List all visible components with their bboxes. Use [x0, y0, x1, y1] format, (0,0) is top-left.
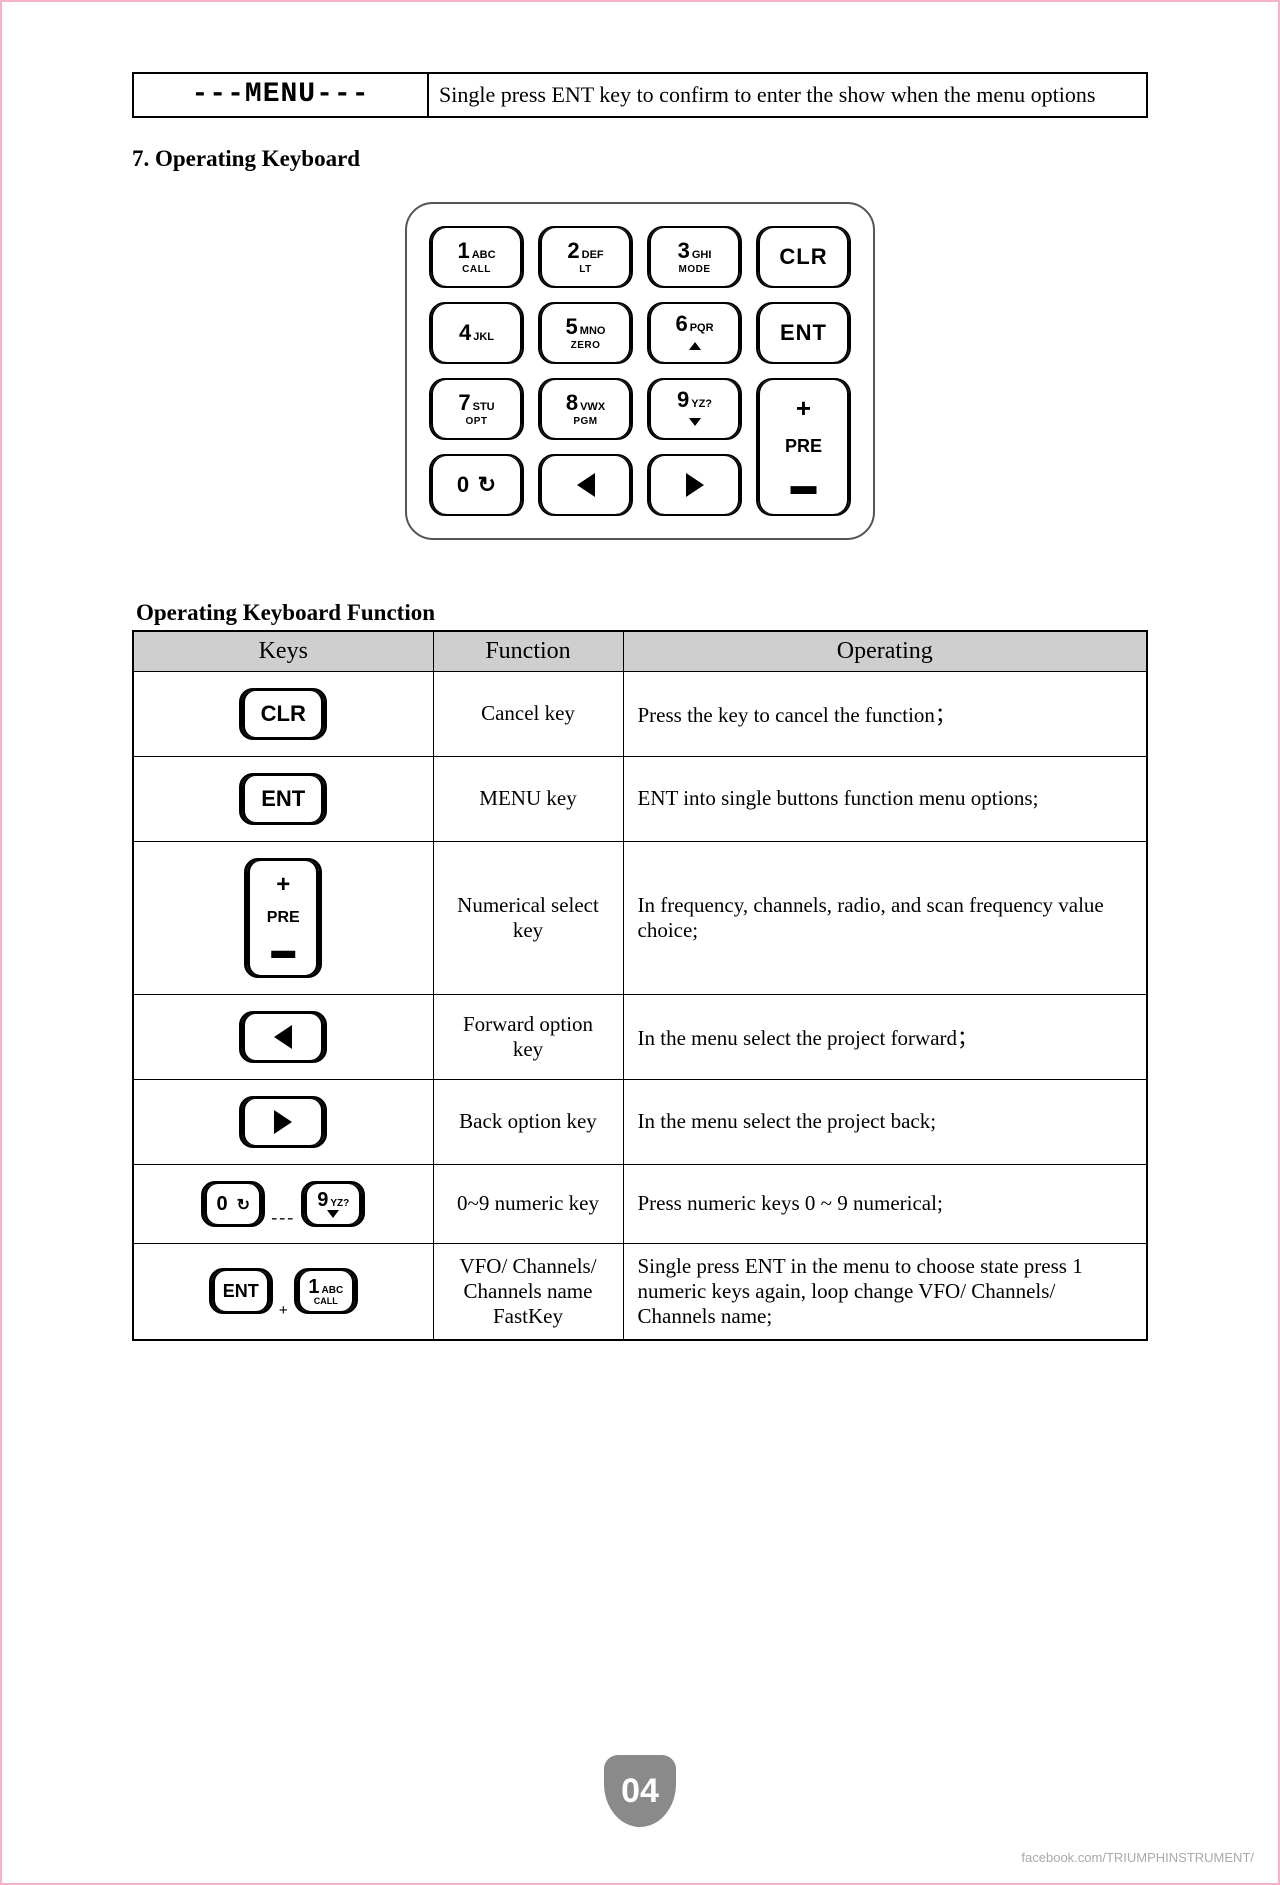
ent-key-icon: ENT: [209, 1268, 273, 1314]
page-number-badge: 04: [604, 1755, 676, 1827]
col-operating: Operating: [623, 631, 1147, 672]
arrow-right-icon: [686, 473, 704, 497]
subheading: Operating Keyboard Function: [136, 600, 1148, 626]
table-row: Back option key In the menu select the p…: [133, 1079, 1147, 1164]
fn-text: Back option key: [433, 1079, 623, 1164]
table-row: CLR Cancel key Press the key to cancel t…: [133, 671, 1147, 756]
table-row: ENT MENU key ENT into single buttons fun…: [133, 756, 1147, 841]
op-text: In the menu select the project back;: [623, 1079, 1147, 1164]
key-2: 2DEF LT: [538, 226, 633, 288]
left-key-icon: [239, 1011, 327, 1063]
key-ent: ENT: [756, 302, 851, 364]
clr-key-icon: CLR: [239, 688, 327, 740]
zero-key-icon: 0 ↻: [201, 1181, 265, 1227]
key-6: 6PQR: [647, 302, 742, 364]
section-title: 7. Operating Keyboard: [132, 146, 1148, 172]
fn-text: Forward option key: [433, 994, 623, 1079]
key-right: [647, 454, 742, 516]
key-9: 9YZ?: [647, 378, 742, 440]
function-table: Keys Function Operating CLR Cancel key P…: [132, 630, 1148, 1341]
key-1: 1ABC CALL: [429, 226, 524, 288]
key-7: 7STU OPT: [429, 378, 524, 440]
key-pre: + PRE ▬: [756, 378, 851, 516]
key-3: 3GHI MODE: [647, 226, 742, 288]
down-icon: [689, 418, 701, 426]
op-text: ENT into single buttons function menu op…: [623, 756, 1147, 841]
fn-text: 0~9 numeric key: [433, 1164, 623, 1243]
table-row: Forward option key In the menu select th…: [133, 994, 1147, 1079]
page: ---MENU--- Single press ENT key to confi…: [0, 0, 1280, 1885]
op-text: Press the key to cancel the function；: [623, 671, 1147, 756]
one-key-icon: 1ABCCALL: [294, 1268, 358, 1314]
nine-key-icon: 9YZ?: [301, 1181, 365, 1227]
key-4: 4JKL: [429, 302, 524, 364]
cycle-icon: ↻: [478, 472, 496, 498]
key-0: 0 ↻: [429, 454, 524, 516]
op-text: Single press ENT in the menu to choose s…: [623, 1243, 1147, 1340]
right-key-icon: [239, 1096, 327, 1148]
col-function: Function: [433, 631, 623, 672]
col-keys: Keys: [133, 631, 433, 672]
key-8: 8VWX PGM: [538, 378, 633, 440]
arrow-left-icon: [577, 473, 595, 497]
fn-text: MENU key: [433, 756, 623, 841]
key-left: [538, 454, 633, 516]
op-text: Press numeric keys 0 ~ 9 numerical;: [623, 1164, 1147, 1243]
op-text: In the menu select the project forward；: [623, 994, 1147, 1079]
keyboard-diagram: 1ABC CALL 2DEF LT 3GHI MODE CLR 4JKL: [132, 202, 1148, 540]
menu-label: ---MENU---: [134, 74, 429, 116]
table-row: +PRE▬ Numerical select key In frequency,…: [133, 841, 1147, 994]
table-row: ENT + 1ABCCALL VFO/ Channels/ Channels n…: [133, 1243, 1147, 1340]
pre-key-icon: +PRE▬: [244, 858, 322, 978]
footer-link: facebook.com/TRIUMPHINSTRUMENT/: [1021, 1850, 1254, 1865]
table-row: 0 ↻ --- 9YZ? 0~9 numeric key Press numer…: [133, 1164, 1147, 1243]
menu-description: Single press ENT key to confirm to enter…: [429, 74, 1146, 116]
fn-text: VFO/ Channels/ Channels name FastKey: [433, 1243, 623, 1340]
op-text: In frequency, channels, radio, and scan …: [623, 841, 1147, 994]
fn-text: Numerical select key: [433, 841, 623, 994]
menu-row: ---MENU--- Single press ENT key to confi…: [132, 72, 1148, 118]
keyboard-frame: 1ABC CALL 2DEF LT 3GHI MODE CLR 4JKL: [405, 202, 875, 540]
fn-text: Cancel key: [433, 671, 623, 756]
key-clr: CLR: [756, 226, 851, 288]
ent-key-icon: ENT: [239, 773, 327, 825]
up-icon: [689, 342, 701, 350]
key-5: 5MNO ZERO: [538, 302, 633, 364]
